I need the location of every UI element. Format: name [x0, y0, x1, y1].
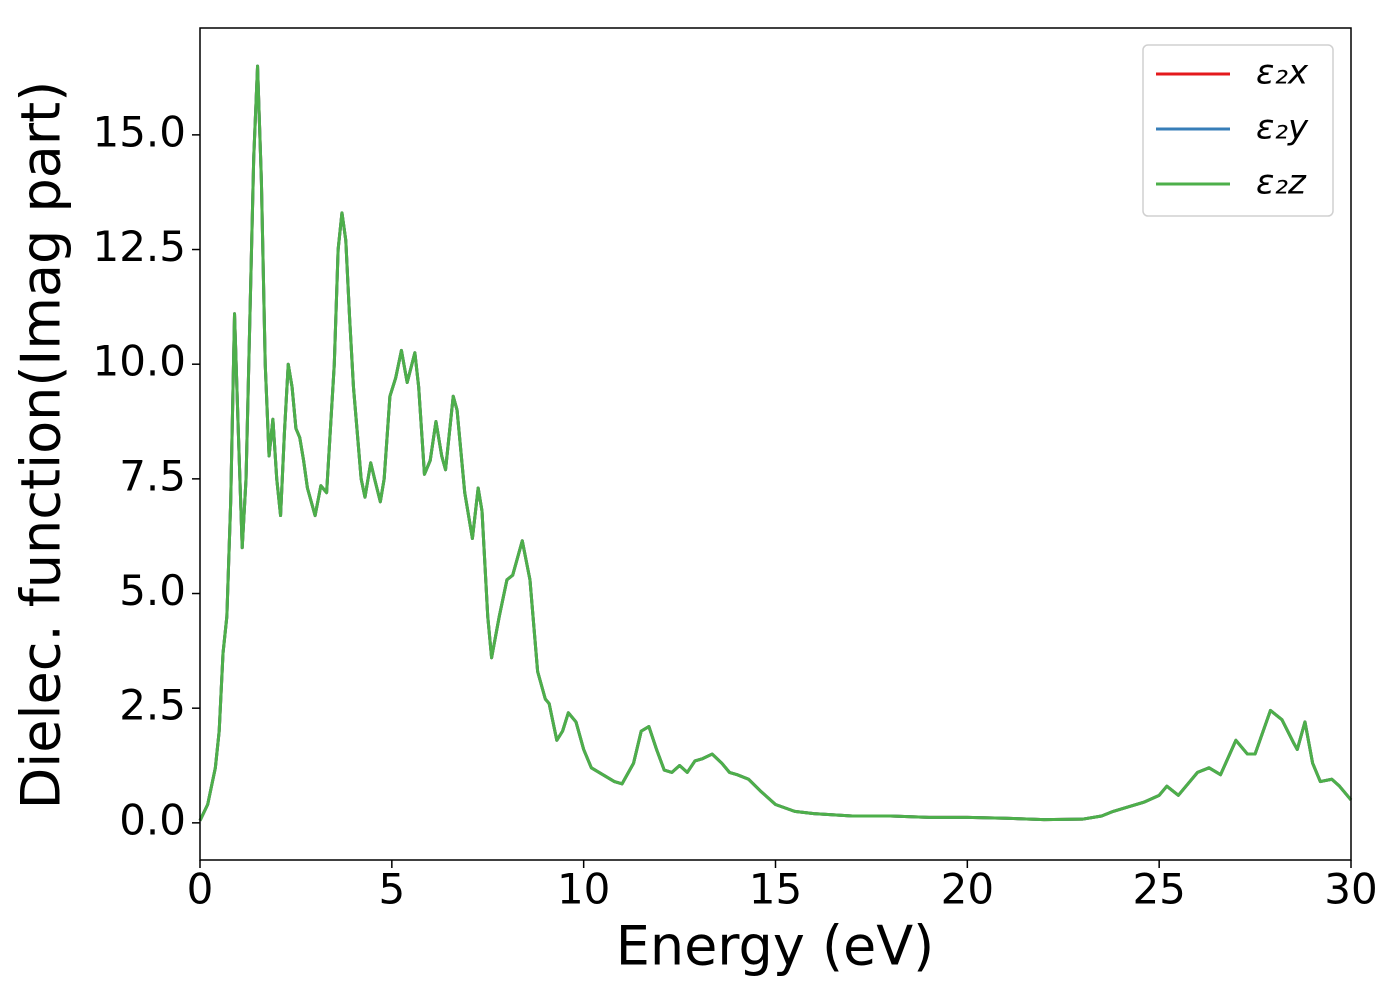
legend-box — [1142, 44, 1334, 217]
x-tick-label: 30 — [1324, 865, 1377, 914]
x-axis-label: Energy (eV) — [616, 915, 935, 978]
plot-frame — [199, 27, 1352, 861]
x-tick-label: 25 — [1132, 865, 1185, 914]
y-tick-label: 7.5 — [119, 451, 186, 500]
y-tick-label: 2.5 — [119, 681, 186, 730]
x-tick-label: 15 — [749, 865, 802, 914]
x-tick-label: 10 — [557, 865, 610, 914]
y-tick-label: 10.0 — [92, 337, 186, 386]
legend-label: ε₂z — [1256, 163, 1307, 203]
x-tick-label: 5 — [378, 865, 405, 914]
y-tick-label: 12.5 — [92, 222, 186, 271]
y-tick-label: 5.0 — [119, 566, 186, 615]
y-tick-label: 15.0 — [92, 107, 186, 156]
series-line — [198, 64, 1353, 822]
y-axis-label: Dielec. function(Imag part) — [10, 81, 73, 810]
legend-label: ε₂y — [1256, 108, 1309, 148]
legend-label: ε₂x — [1256, 53, 1309, 93]
y-tick-label: 0.0 — [119, 795, 186, 844]
x-tick-label: 0 — [187, 865, 214, 914]
x-tick-label: 20 — [941, 865, 994, 914]
